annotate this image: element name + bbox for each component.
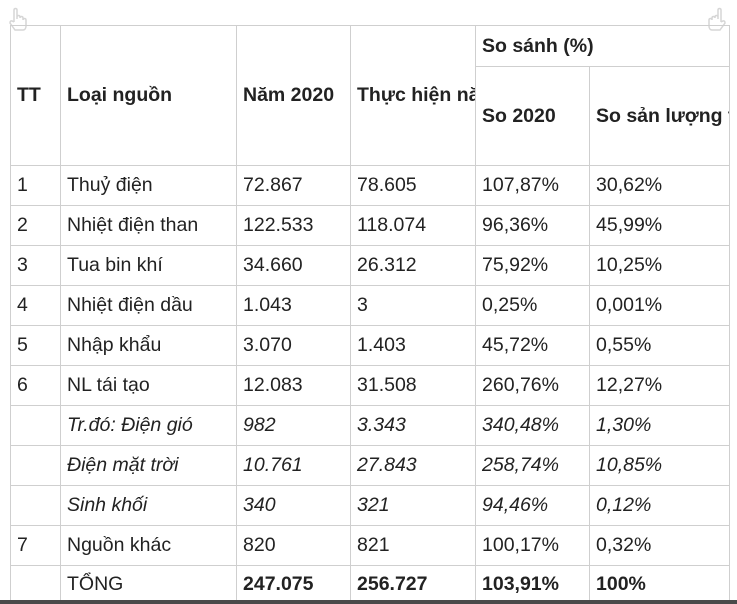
cell-y2021: 3.343 [350, 405, 476, 446]
cell-share: 0,12% [589, 485, 730, 526]
table-row: 2 Nhiệt điện than 122.533 118.074 96,36% 45,9… [10, 205, 730, 246]
cell-vs2020: 94,46% [475, 485, 590, 526]
cell-y2021: 118.074 [350, 205, 476, 246]
total-share: 100% [589, 565, 730, 603]
header-tt: TT [10, 25, 61, 166]
cell-share: 10,25% [589, 245, 730, 286]
cell-source: Nhập khẩu [60, 325, 237, 366]
cell-y2021: 3 [350, 285, 476, 326]
cell-share: 12,27% [589, 365, 730, 406]
cell-tt: 3 [10, 245, 61, 286]
header-vs-2020: So 2020 [475, 66, 590, 166]
cell-vs2020: 100,17% [475, 525, 590, 566]
table-row: Tr.đó: Điện gió 982 3.343 340,48% 1,30% [10, 405, 730, 446]
cell-y2020: 34.660 [236, 245, 351, 286]
table-row: Sinh khối 340 321 94,46% 0,12% [10, 485, 730, 526]
cell-tt [10, 445, 61, 486]
cell-vs2020: 340,48% [475, 405, 590, 446]
cell-tt: 6 [10, 365, 61, 406]
cell-share: 1,30% [589, 405, 730, 446]
cell-share: 0,55% [589, 325, 730, 366]
header-year-2020: Năm 2020 [236, 25, 351, 166]
cell-y2020: 820 [236, 525, 351, 566]
cell-source: Tua bin khí [60, 245, 237, 286]
cell-y2020: 12.083 [236, 365, 351, 406]
energy-production-table: TT Loại nguồn Năm 2020 Thực hiện năm 202… [10, 25, 730, 603]
cell-y2021: 321 [350, 485, 476, 526]
cell-source: Nguồn khác [60, 525, 237, 566]
cell-y2020: 72.867 [236, 165, 351, 206]
total-y2020: 247.075 [236, 565, 351, 603]
cell-source: Tr.đó: Điện gió [60, 405, 237, 446]
cell-tt: 2 [10, 205, 61, 246]
cell-y2021: 26.312 [350, 245, 476, 286]
cell-y2021: 1.403 [350, 325, 476, 366]
cell-vs2020: 258,74% [475, 445, 590, 486]
cell-vs2020: 260,76% [475, 365, 590, 406]
table-row: 3 Tua bin khí 34.660 26.312 75,92% 10,25% [10, 245, 730, 286]
table-row: 4 Nhiệt điện dầu 1.043 3 0,25% 0,001% [10, 285, 730, 326]
total-source: TỔNG [60, 565, 237, 603]
cell-tt: 4 [10, 285, 61, 326]
cell-source: Điện mặt trời [60, 445, 237, 486]
cell-vs2020: 0,25% [475, 285, 590, 326]
total-vs2020: 103,91% [475, 565, 590, 603]
header-source: Loại nguồn [60, 25, 237, 166]
cell-vs2020: 45,72% [475, 325, 590, 366]
cell-y2021: 31.508 [350, 365, 476, 406]
table-row: 6 NL tái tạo 12.083 31.508 260,76% 12,27% [10, 365, 730, 406]
cell-tt [10, 565, 61, 603]
cell-y2020: 982 [236, 405, 351, 446]
cell-vs2020: 75,92% [475, 245, 590, 286]
cell-tt: 5 [10, 325, 61, 366]
cell-source: NL tái tạo [60, 365, 237, 406]
cell-tt [10, 485, 61, 526]
cell-y2020: 3.070 [236, 325, 351, 366]
total-y2021: 256.727 [350, 565, 476, 603]
cell-y2020: 1.043 [236, 285, 351, 326]
header-system-share: So sản lượng toàn hệ thống [589, 66, 730, 166]
table-row: 7 Nguồn khác 820 821 100,17% 0,32% [10, 525, 730, 566]
total-row: TỔNG 247.075 256.727 103,91% 100% [10, 565, 730, 603]
header-compare: So sánh (%) [475, 25, 730, 67]
header-year-2021: Thực hiện năm 2021 [350, 25, 476, 166]
table-row: 5 Nhập khẩu 3.070 1.403 45,72% 0,55% [10, 325, 730, 366]
cell-y2021: 821 [350, 525, 476, 566]
cell-vs2020: 107,87% [475, 165, 590, 206]
cell-source: Sinh khối [60, 485, 237, 526]
cell-source: Nhiệt điện than [60, 205, 237, 246]
cell-tt: 7 [10, 525, 61, 566]
table-row: 1 Thuỷ điện 72.867 78.605 107,87% 30,62% [10, 165, 730, 206]
cell-y2021: 78.605 [350, 165, 476, 206]
cell-share: 45,99% [589, 205, 730, 246]
cell-tt: 1 [10, 165, 61, 206]
cell-vs2020: 96,36% [475, 205, 590, 246]
cell-source: Nhiệt điện dầu [60, 285, 237, 326]
cell-y2020: 10.761 [236, 445, 351, 486]
cell-share: 30,62% [589, 165, 730, 206]
cell-tt [10, 405, 61, 446]
table-row: Điện mặt trời 10.761 27.843 258,74% 10,85% [10, 445, 730, 486]
cell-y2021: 27.843 [350, 445, 476, 486]
cell-y2020: 122.533 [236, 205, 351, 246]
cell-source: Thuỷ điện [60, 165, 237, 206]
cell-share: 0,32% [589, 525, 730, 566]
cell-share: 0,001% [589, 285, 730, 326]
cell-share: 10,85% [589, 445, 730, 486]
bottom-divider [0, 600, 737, 604]
cell-y2020: 340 [236, 485, 351, 526]
